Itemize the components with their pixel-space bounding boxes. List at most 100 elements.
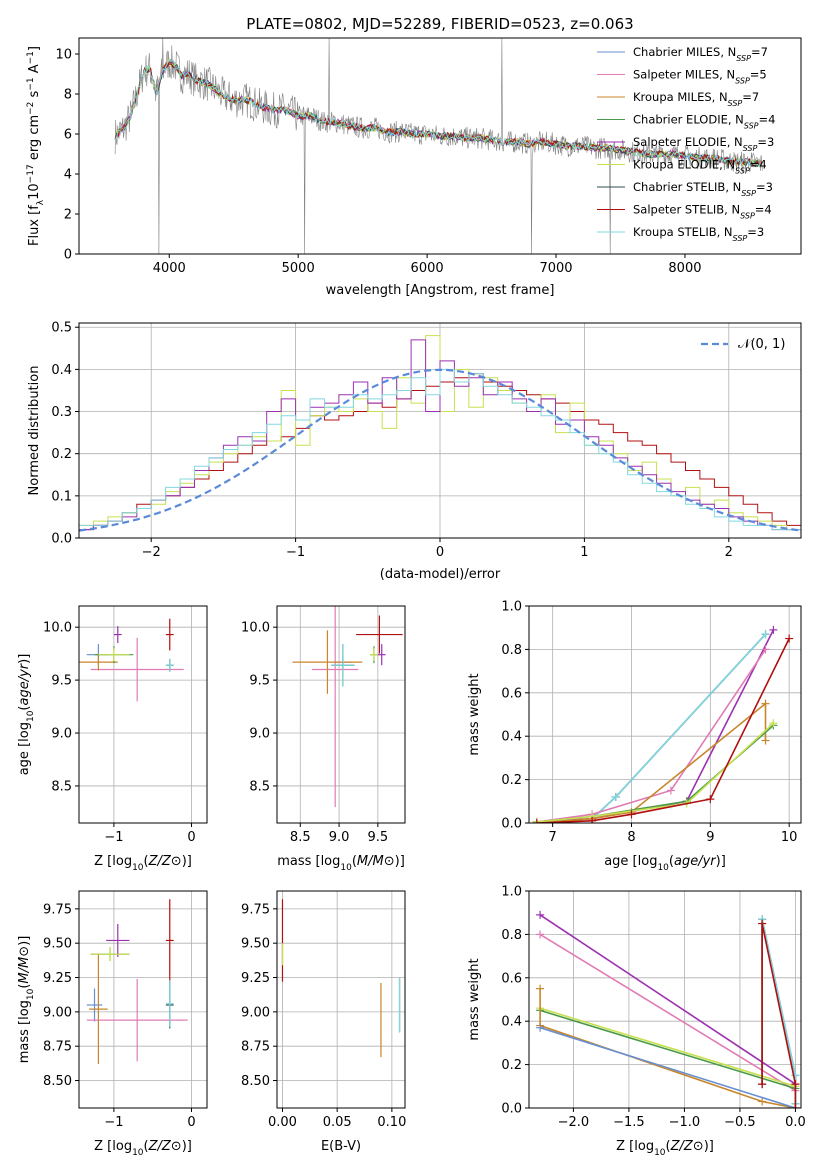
plot-area [86,899,188,1065]
weight-vs-metallicity-panel: −2.0 −1.5 −1.0 −0.5 0.0 0.0 0.2 0.4 0.6 0.8 1.0 Z [… [467,885,806,1159]
mass-vs-extinction-panel: 0.00 0.05 0.10 8.50 8.75 9.00 9.25 9.50 9.75 E(B-… [241,890,406,1154]
x-tick-label: 0.10 [377,1115,406,1130]
weight-line [536,638,790,823]
y-tick-label: 0.4 [501,1015,522,1030]
axis-label-part: ( [144,854,149,869]
y-axis-label-part: −17 [26,164,36,183]
x-tick-label: −1.0 [669,1115,701,1130]
legend-label: Salpeter MILES, NSSP=5 [633,68,767,86]
legend-label: Kroupa STELIB, NSSP=3 [633,225,764,243]
legend-label: Chabrier ELODIE, NSSP=4 [633,113,775,131]
legend-name: Kroupa MILES, N [633,90,728,104]
legend-nssp-value: =4 [755,203,772,217]
y-tick-label: 9.25 [43,971,72,986]
y-tick-label: 1.0 [501,600,522,615]
weight-line [539,1026,796,1108]
legend-nssp-sub: SSP [744,121,759,130]
x-tick-label: 8 [627,830,635,845]
y-tick-label: 0.0 [501,817,522,832]
y-axis-label: Normed distribution [27,366,42,496]
legend-label: 𝒩(0, 1) [738,337,785,352]
x-tick-label: 0 [187,1115,195,1130]
histogram-step-line [79,339,801,531]
y-tick-label: 0.4 [501,730,522,745]
axis-label-part: )] [17,936,32,946]
y-tick-label: 9.25 [241,971,270,986]
x-tick-label: 1 [580,545,588,560]
axis-label-sub: 10 [654,1148,666,1158]
axis-label-part: age [log [604,854,657,869]
y-tick-label: 0.5 [51,321,72,336]
axes-frame [276,890,406,1109]
x-tick-label: 7000 [539,261,572,276]
y-tick-label: 8.5 [249,779,270,794]
x-tick-label: −0.5 [724,1115,756,1130]
x-tick-label: 0.0 [785,1115,806,1130]
plot-area [536,910,800,1108]
y-tick-label: 0.1 [51,489,72,504]
x-tick-label: 6000 [411,261,444,276]
y-tick-label: 0.0 [501,1102,522,1117]
x-tick-label: −1.5 [613,1115,645,1130]
legend-name: Chabrier STELIB, N [633,180,741,194]
x-tick-label: 9.5 [368,830,389,845]
legend-label: Kroupa ELODIE, NSSP=4 [633,158,767,176]
axis-label-part: Z [log [616,1139,654,1154]
y-axis-label: mass weight [467,673,482,755]
plot-area [281,899,401,1058]
y-tick-label: 9.50 [241,937,270,952]
axes-frame [78,890,208,1109]
x-tick-label: 9.0 [329,830,350,845]
y-tick-label: 8.75 [43,1040,72,1055]
legend-label: Salpeter STELIB, NSSP=4 [633,203,772,221]
x-tick-label: 0.05 [323,1115,352,1130]
legend-label: Chabrier MILES, NSSP=7 [633,45,768,63]
x-tick-label: 0.00 [268,1115,297,1130]
x-tick-label: 0 [436,545,444,560]
axis-label-sub: 10 [657,863,669,873]
x-tick-label: −1 [104,830,123,845]
legend-name: Chabrier ELODIE, N [633,113,744,127]
y-tick-label: 9.50 [43,937,72,952]
weight-line [539,914,796,1085]
legend-nssp-value: =4 [750,158,767,172]
legend-nssp-value: =3 [747,225,764,239]
y-tick-label: 9.5 [51,674,72,689]
x-tick-label: 9 [706,830,714,845]
plot-area [79,618,184,702]
y-tick-label: 8.50 [43,1074,72,1089]
y-tick-label: 1.0 [501,885,522,900]
spectrum-panel: 4000 5000 6000 7000 8000 0 2 4 6 8 10 wavelength [A… [26,37,802,298]
weight-line [539,933,796,1092]
x-axis-label: Z [log10(Z/Z⊙)] [616,1139,714,1158]
plot-area [79,335,801,532]
axis-label-part: )] [182,854,192,869]
x-tick-label: 8000 [668,261,701,276]
y-tick-label: 9.00 [241,1005,270,1020]
x-axis-label: E(B-V) [321,1139,361,1154]
axes-frame [528,605,802,824]
axis-label-sub: 10 [26,710,36,722]
x-axis-label: wavelength [Angstrom, rest frame] [326,283,555,298]
axis-label-sub: 10 [26,988,36,1000]
model-spectrum-line [114,61,763,167]
y-tick-label: 10.0 [43,621,72,636]
y-axis-label-part: −1 [26,77,36,90]
y-tick-label: 2 [64,208,72,223]
y-axis-label-part: 10 [27,183,42,200]
y-tick-label: 0.6 [501,971,522,986]
axis-label-part: ( [666,1139,671,1154]
weight-line [761,923,797,1108]
x-tick-label: −1 [104,1115,123,1130]
y-tick-label: 0.2 [51,447,72,462]
legend-nssp-value: =5 [750,68,767,82]
axis-label-part: )] [395,854,405,869]
age-vs-metallicity-panel: −1 08.59.09.510.0Z [log10(Z/Z⊙)]age [log1… [17,605,208,873]
y-axis-label-part: −1 [26,51,36,64]
weight-line [536,722,774,823]
axis-label-part: ( [17,706,32,711]
y-axis-label-part: erg cm [27,115,42,164]
legend-name: Salpeter ELODIE, N [633,135,743,149]
y-tick-label: 0.6 [501,686,522,701]
